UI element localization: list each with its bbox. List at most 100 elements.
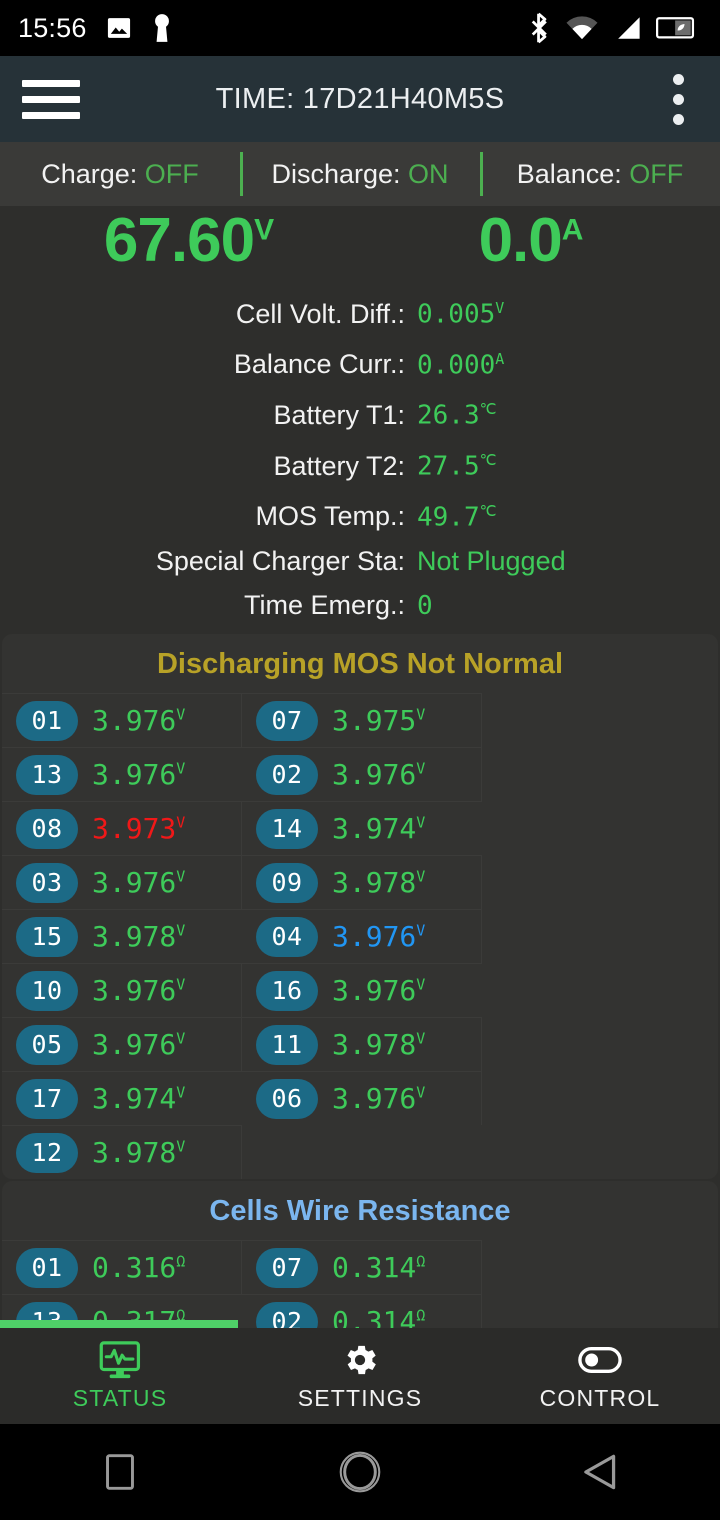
status-bar-system-icons xyxy=(529,12,702,44)
cell-value-unit: V xyxy=(176,705,186,724)
cell-row[interactable]: 04 3.976V xyxy=(242,909,482,964)
cell-value-unit: V xyxy=(176,1029,186,1048)
summary-row-value-number: 0.005 xyxy=(417,299,496,330)
summary-row-label: Battery T2: xyxy=(273,450,405,481)
kebab-menu-icon[interactable] xyxy=(658,73,698,125)
cell-row[interactable]: 09 3.978V xyxy=(242,855,482,910)
status-bar-clock: 15:56 xyxy=(18,12,87,43)
primary-readouts: 67.60V 0.0A xyxy=(18,206,702,286)
summary-row-value: 0.000A xyxy=(417,337,504,388)
cell-voltages-title: Discharging MOS Not Normal xyxy=(156,648,564,681)
hamburger-menu-icon[interactable] xyxy=(22,79,80,119)
pack-current-unit: A xyxy=(561,213,584,247)
cell-row[interactable]: 01 3.976V xyxy=(2,693,242,748)
cell-value-number: 3.976 xyxy=(92,704,177,738)
cell-value: 3.976V xyxy=(92,1028,185,1061)
cell-value-unit: V xyxy=(416,705,426,724)
cell-value-number: 3.978 xyxy=(332,1028,417,1062)
cell-value-unit: V xyxy=(176,813,186,832)
android-status-bar: 15:56 xyxy=(0,0,720,56)
cell-value: 3.976V xyxy=(332,974,425,1007)
cell-row[interactable]: 02 3.976V xyxy=(242,747,482,802)
summary-row: Special Charger Sta: Not Plugged xyxy=(150,539,570,583)
cell-index-badge: 02 xyxy=(256,754,318,795)
tab-settings-label: SETTINGS xyxy=(297,1385,423,1411)
cell-index-badge: 14 xyxy=(256,808,318,849)
battery-saver-icon xyxy=(656,17,695,39)
cell-value-number: 3.976 xyxy=(92,974,177,1008)
cell-value: 3.976V xyxy=(92,866,185,899)
home-button[interactable] xyxy=(300,1451,420,1493)
status-discharge-value: ON xyxy=(408,158,449,189)
summary-row-label: Time Emerg.: xyxy=(243,590,405,621)
cell-row[interactable]: 11 3.978V xyxy=(242,1017,482,1072)
gear-icon xyxy=(347,1345,376,1375)
cell-value: 0.314Ω xyxy=(332,1251,425,1284)
cell-value-unit: Ω xyxy=(416,1306,426,1325)
pack-current-value: 0.0 xyxy=(478,206,563,275)
summary-row-label: MOS Temp.: xyxy=(255,501,405,532)
cell-index-badge: 01 xyxy=(16,1247,78,1288)
summary-row-value-unit: ℃ xyxy=(479,400,497,419)
summary-row-label: Battery T1: xyxy=(273,399,405,430)
status-charge-label: Charge: xyxy=(41,158,145,189)
cell-value-number: 3.978 xyxy=(92,1136,177,1170)
summary-panel: 67.60V 0.0A Cell Volt. Diff.: 0.005V Balan… xyxy=(0,206,720,635)
cell-row[interactable]: 07 0.314Ω xyxy=(242,1240,482,1295)
scroll-progress-indicator[interactable] xyxy=(0,1320,238,1328)
cell-value-number: 0.316 xyxy=(92,1251,177,1285)
cell-row[interactable]: 01 0.316Ω xyxy=(2,1240,242,1295)
summary-row-value-number: 26.3 xyxy=(417,400,480,431)
cell-row[interactable]: 03 3.976V xyxy=(2,855,242,910)
cell-row[interactable]: 17 3.974V xyxy=(2,1071,242,1126)
cell-value: 3.976V xyxy=(332,758,425,791)
cell-value-number: 3.976 xyxy=(332,920,417,954)
cell-row[interactable]: 07 3.975V xyxy=(242,693,482,748)
cell-row[interactable]: 12 3.978V xyxy=(2,1125,242,1180)
cell-value: 3.974V xyxy=(332,812,425,845)
cell-value: 3.978V xyxy=(332,1028,425,1061)
android-navigation-bar xyxy=(0,1424,720,1520)
summary-row-value: 27.5℃ xyxy=(417,438,496,489)
back-button[interactable] xyxy=(540,1453,660,1491)
tab-settings[interactable]: SETTINGS xyxy=(240,1340,480,1412)
cell-row[interactable]: 05 3.976V xyxy=(2,1017,242,1072)
cell-value-unit: V xyxy=(416,759,426,778)
tab-control[interactable]: CONTROL xyxy=(480,1340,720,1412)
status-discharge-label: Discharge: xyxy=(271,158,409,189)
cell-row[interactable]: 08 3.973V xyxy=(2,801,242,856)
cell-row[interactable]: 13 3.976V xyxy=(2,747,242,802)
cell-value-number: 3.976 xyxy=(92,866,177,900)
cell-row[interactable]: 16 3.976V xyxy=(242,963,482,1018)
cell-row[interactable]: 14 3.974V xyxy=(242,801,482,856)
summary-row-value: Not Plugged xyxy=(417,539,566,583)
cell-row-empty xyxy=(242,1125,482,1180)
summary-row-value-unit: V xyxy=(495,299,505,317)
cell-row[interactable]: 15 3.978V xyxy=(2,909,242,964)
cell-row[interactable]: 06 3.976V xyxy=(242,1071,482,1126)
page-title: TIME: 17D21H40M5S xyxy=(215,82,505,115)
cell-value: 3.974V xyxy=(92,1082,185,1115)
pack-voltage-readout: 67.60V xyxy=(18,210,360,272)
tab-status[interactable]: STATUS xyxy=(0,1340,240,1412)
recents-button[interactable] xyxy=(60,1454,180,1490)
summary-row: Battery T2: 27.5℃ xyxy=(150,438,570,489)
cell-value: 3.978V xyxy=(332,866,425,899)
cell-index-badge: 05 xyxy=(16,1024,78,1065)
app-bar: TIME: 17D21H40M5S xyxy=(0,56,720,142)
image-icon xyxy=(107,18,130,38)
summary-row-label: Balance Curr.: xyxy=(233,349,405,380)
status-balance: Balance: OFF xyxy=(480,159,720,190)
cell-value: 3.976V xyxy=(332,1082,425,1115)
cell-index-badge: 08 xyxy=(16,808,78,849)
pack-voltage-value: 67.60 xyxy=(103,206,255,275)
bluetooth-icon xyxy=(531,12,547,44)
cell-value-unit: V xyxy=(176,759,186,778)
cell-row[interactable]: 10 3.976V xyxy=(2,963,242,1018)
pack-current-readout: 0.0A xyxy=(360,210,702,272)
cellular-signal-icon xyxy=(618,17,640,39)
pack-voltage-unit: V xyxy=(254,213,275,247)
cell-index-badge: 07 xyxy=(256,1247,318,1288)
cell-index-badge: 07 xyxy=(256,700,318,741)
summary-row: Battery T1: 26.3℃ xyxy=(150,387,570,438)
